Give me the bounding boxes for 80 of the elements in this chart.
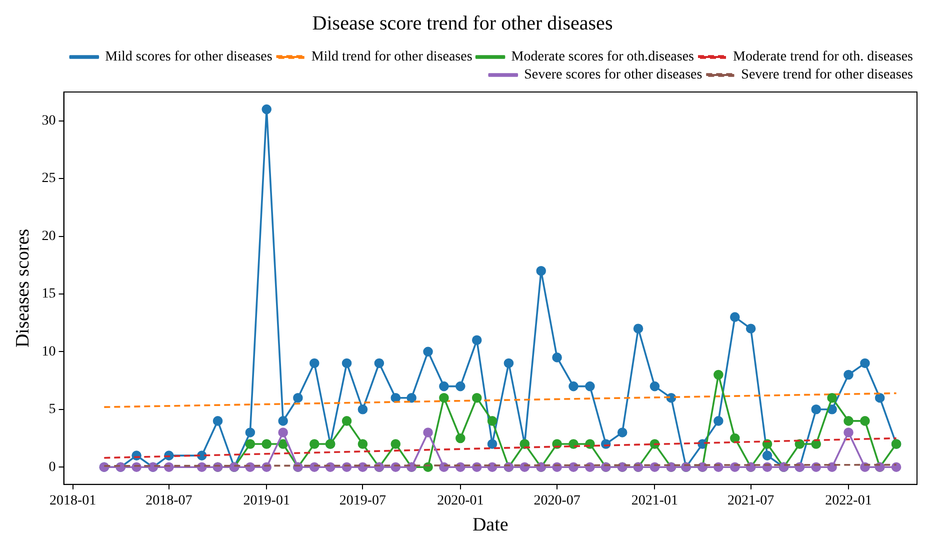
point — [423, 346, 433, 357]
point — [811, 404, 822, 414]
x-tick-label: 2020-01 — [437, 493, 484, 508]
point — [456, 381, 466, 392]
point — [358, 439, 368, 449]
y-tick-label: 20 — [42, 228, 56, 244]
legend-label: Moderate trend for oth. diseases — [733, 50, 914, 65]
point — [504, 358, 514, 368]
point — [390, 439, 401, 449]
point — [472, 392, 482, 403]
point — [746, 324, 756, 334]
legend-label: Mild trend for other diseases — [311, 50, 472, 65]
point — [536, 266, 546, 276]
legend-label: Severe scores for other diseases — [524, 68, 702, 83]
legend-label: Severe trend for other diseases — [741, 68, 914, 83]
x-tick-label: 2022-01 — [825, 493, 872, 508]
point — [342, 358, 352, 368]
point — [278, 428, 288, 438]
y-tick-label: 5 — [48, 402, 56, 418]
point — [309, 358, 320, 368]
point — [585, 381, 595, 392]
x-tick-label: 2018-01 — [49, 493, 96, 508]
x-tick-label: 2018-07 — [146, 493, 192, 508]
point — [406, 392, 416, 403]
point — [730, 433, 740, 444]
y-tick-label: 10 — [42, 344, 56, 360]
x-axis-title: Date — [472, 514, 508, 536]
point — [827, 392, 837, 403]
point — [811, 439, 822, 449]
point — [390, 392, 401, 403]
point — [245, 439, 256, 449]
point — [617, 428, 628, 438]
y-tick-label: 30 — [42, 114, 56, 129]
point — [472, 335, 482, 346]
point — [568, 439, 578, 449]
point — [714, 416, 724, 426]
point — [552, 352, 562, 362]
x-tick-label: 2020-07 — [534, 493, 580, 508]
x-tick-label: 2021-01 — [631, 493, 678, 508]
point — [487, 416, 498, 426]
point — [212, 416, 223, 426]
y-tick-label: 15 — [42, 286, 56, 302]
point — [730, 312, 740, 322]
point — [860, 358, 870, 368]
y-tick-label: 0 — [48, 460, 56, 475]
point — [844, 370, 854, 380]
point — [860, 416, 870, 426]
point — [423, 428, 433, 438]
point — [245, 428, 256, 438]
point — [762, 450, 772, 460]
point — [714, 370, 724, 380]
point — [844, 428, 854, 438]
point — [278, 416, 288, 426]
point — [262, 104, 272, 114]
point — [568, 381, 578, 392]
chart-title: Disease score trend for other diseases — [312, 12, 613, 34]
point — [309, 439, 320, 449]
point — [487, 439, 498, 449]
y-axis-title: Diseases scores — [12, 228, 34, 348]
point — [342, 416, 352, 426]
point — [262, 439, 272, 449]
x-tick-label: 2021-07 — [727, 493, 774, 508]
point — [794, 439, 805, 449]
y-tick-label: 25 — [42, 171, 56, 186]
legend-label: Moderate scores for oth.diseases — [511, 50, 694, 65]
point — [844, 416, 854, 426]
point — [374, 358, 384, 368]
point — [891, 462, 902, 472]
point — [633, 324, 644, 334]
x-tick-label: 2019-01 — [243, 493, 290, 508]
legend-label: Mild scores for other diseases — [105, 50, 272, 65]
point — [456, 433, 466, 444]
point — [439, 381, 449, 392]
x-tick-label: 2019-07 — [339, 493, 386, 508]
point — [568, 462, 578, 472]
point — [650, 381, 660, 392]
point — [358, 404, 368, 414]
point — [293, 392, 303, 403]
point — [874, 392, 885, 403]
point — [439, 392, 449, 403]
